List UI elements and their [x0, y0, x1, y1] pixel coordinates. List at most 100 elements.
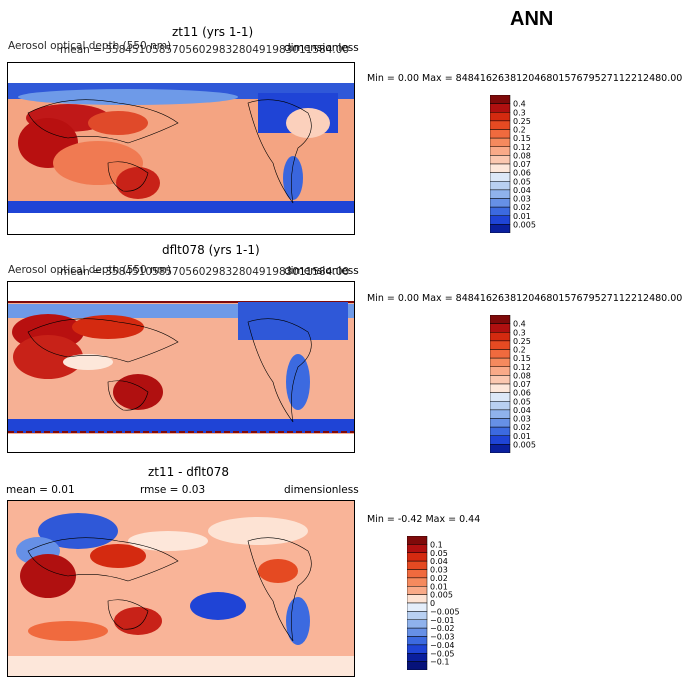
colorbar-tick-label: 0.4 — [513, 320, 526, 329]
colorbar-swatch — [489, 198, 511, 208]
colorbar-tick-label: −0.1 — [430, 658, 449, 667]
season-title: ANN — [510, 8, 554, 30]
panel3-rmse-label: rmse = 0.03 — [140, 484, 206, 496]
colorbar-swatch — [489, 94, 511, 104]
colorbar-tick-label: 0.07 — [513, 160, 531, 169]
colorbar-swatch — [406, 602, 428, 612]
colorbar-tick-label: −0.05 — [430, 649, 455, 658]
colorbar-swatch — [406, 560, 428, 570]
colorbar-tick-label: 0.02 — [513, 423, 531, 432]
colorbar-tick-label: 0.15 — [513, 354, 531, 363]
panel1-map — [7, 62, 355, 235]
colorbar-swatch — [406, 544, 428, 553]
colorbar-tick-label: 0.01 — [430, 582, 448, 591]
colorbar-tick-label: 0.15 — [513, 134, 531, 143]
colorbar-tick-label: 0.08 — [513, 371, 531, 380]
colorbar-tick-label: −0.03 — [430, 633, 455, 642]
colorbar-tick-label: 0.12 — [513, 143, 531, 152]
colorbar-swatch — [489, 426, 511, 436]
colorbar-swatch — [406, 653, 428, 662]
colorbar-tick-label: 0.05 — [513, 177, 531, 186]
colorbar-tick-label: 0.06 — [513, 389, 531, 398]
colorbar-tick-label: 0.3 — [513, 108, 526, 117]
colorbar-tick-label: 0.03 — [513, 415, 531, 424]
colorbar-swatch — [489, 172, 511, 182]
colorbar-swatch — [489, 366, 511, 376]
colorbar-swatch — [406, 552, 428, 562]
colorbar-tick-label: 0.02 — [513, 203, 531, 212]
colorbar-tick-label: 0.08 — [513, 151, 531, 160]
colorbar-panel1: 0.4 0.3 0.25 0.2 0.15 0.12 0.08 0.07 0.06 0.05 0.0… — [489, 94, 540, 234]
colorbar-tick-label: −0.005 — [430, 607, 460, 616]
colorbar-tick-label: 0.005 — [430, 591, 453, 600]
panel3-units-label: dimensionless — [284, 484, 359, 496]
colorbar-tick-label: 0.04 — [430, 557, 448, 566]
panel2-variable-label: Aerosol optical depth (550 nm) — [8, 264, 172, 276]
colorbar-tick-label: 0.2 — [513, 346, 526, 355]
colorbar-swatch — [406, 636, 428, 646]
colorbar-swatch — [489, 383, 511, 393]
colorbar-tick-label: 0.25 — [513, 337, 531, 346]
colorbar-tick-label: 0.12 — [513, 363, 531, 372]
panel1-minmax-label: Min = 0.00 Max = 84841626381204680157679… — [367, 73, 683, 84]
colorbar-tick-label: −0.01 — [430, 616, 455, 625]
colorbar-swatch — [406, 535, 428, 545]
colorbar-swatch — [489, 163, 511, 173]
panel1-units-label: dimensionless — [284, 42, 359, 54]
colorbar-swatch — [406, 611, 428, 620]
colorbar-swatch — [406, 594, 428, 604]
colorbar-tick-label: 0.05 — [513, 397, 531, 406]
panel1-mean-label: mean = 358451058570560298328049198301158… — [60, 44, 350, 56]
colorbar-tick-label: 0 — [430, 599, 435, 608]
panel3-minmax-label: Min = -0.42 Max = 0.44 — [367, 514, 481, 525]
colorbar-swatch — [489, 120, 511, 130]
colorbar-swatch — [489, 155, 511, 165]
colorbar-swatch — [489, 206, 511, 216]
colorbar-swatch — [489, 409, 511, 419]
panel2-minmax-label: Min = 0.00 Max = 84841626381204680157679… — [367, 293, 683, 304]
colorbar-swatch — [489, 375, 511, 385]
colorbar-tick-label: 0.4 — [513, 100, 526, 109]
colorbar-swatch — [489, 224, 511, 234]
colorbar-swatch — [489, 323, 511, 333]
colorbar-tick-label: 0.04 — [513, 186, 531, 195]
colorbar-swatch — [489, 392, 511, 402]
colorbar-panel2: 0.4 0.3 0.25 0.2 0.15 0.12 0.08 0.07 0.06 0.05 0.0… — [489, 314, 540, 454]
panel1-title: zt11 (yrs 1-1) — [172, 25, 254, 39]
panel3-mean-label: mean = 0.01 — [6, 484, 75, 496]
panel2-title: dflt078 (yrs 1-1) — [162, 243, 260, 257]
colorbar-tick-label: −0.04 — [430, 641, 455, 650]
colorbar-tick-label: 0.005 — [513, 220, 536, 229]
panel2-units-label: dimensionless — [284, 265, 359, 277]
colorbar-swatch — [489, 215, 511, 225]
colorbar-tick-label: 0.1 — [430, 540, 443, 549]
colorbar-swatch — [489, 129, 511, 139]
colorbar-swatch — [489, 444, 511, 454]
colorbar-tick-label: 0.07 — [513, 380, 531, 389]
colorbar-swatch — [406, 644, 428, 654]
colorbar-tick-label: 0.04 — [513, 406, 531, 415]
colorbar-swatch — [489, 189, 511, 199]
colorbar-swatch — [489, 357, 511, 367]
colorbar-swatch — [489, 340, 511, 350]
colorbar-swatch — [406, 577, 428, 587]
panel3-title: zt11 - dflt078 — [148, 465, 230, 479]
colorbar-swatch — [489, 401, 511, 411]
colorbar-swatch — [406, 569, 428, 579]
colorbar-tick-label: 0.2 — [513, 126, 526, 135]
panel3-map — [7, 500, 355, 677]
panel1-variable-label: Aerosol optical depth (550 nm) — [8, 40, 172, 52]
panel2-mean-label: mean = 358451058570560298328049198301158… — [60, 266, 350, 278]
colorbar-tick-label: −0.02 — [430, 624, 455, 633]
colorbar-swatch — [489, 137, 511, 147]
colorbar-swatch — [406, 627, 428, 637]
colorbar-swatch — [489, 418, 511, 428]
colorbar-swatch — [489, 112, 511, 122]
colorbar-swatch — [406, 619, 428, 629]
colorbar-tick-label: 0.06 — [513, 169, 531, 178]
colorbar-swatch — [489, 435, 511, 445]
colorbar-swatch — [489, 103, 511, 113]
colorbar-tick-label: 0.05 — [430, 549, 448, 558]
colorbar-swatch — [489, 349, 511, 359]
colorbar-swatch — [489, 314, 511, 324]
